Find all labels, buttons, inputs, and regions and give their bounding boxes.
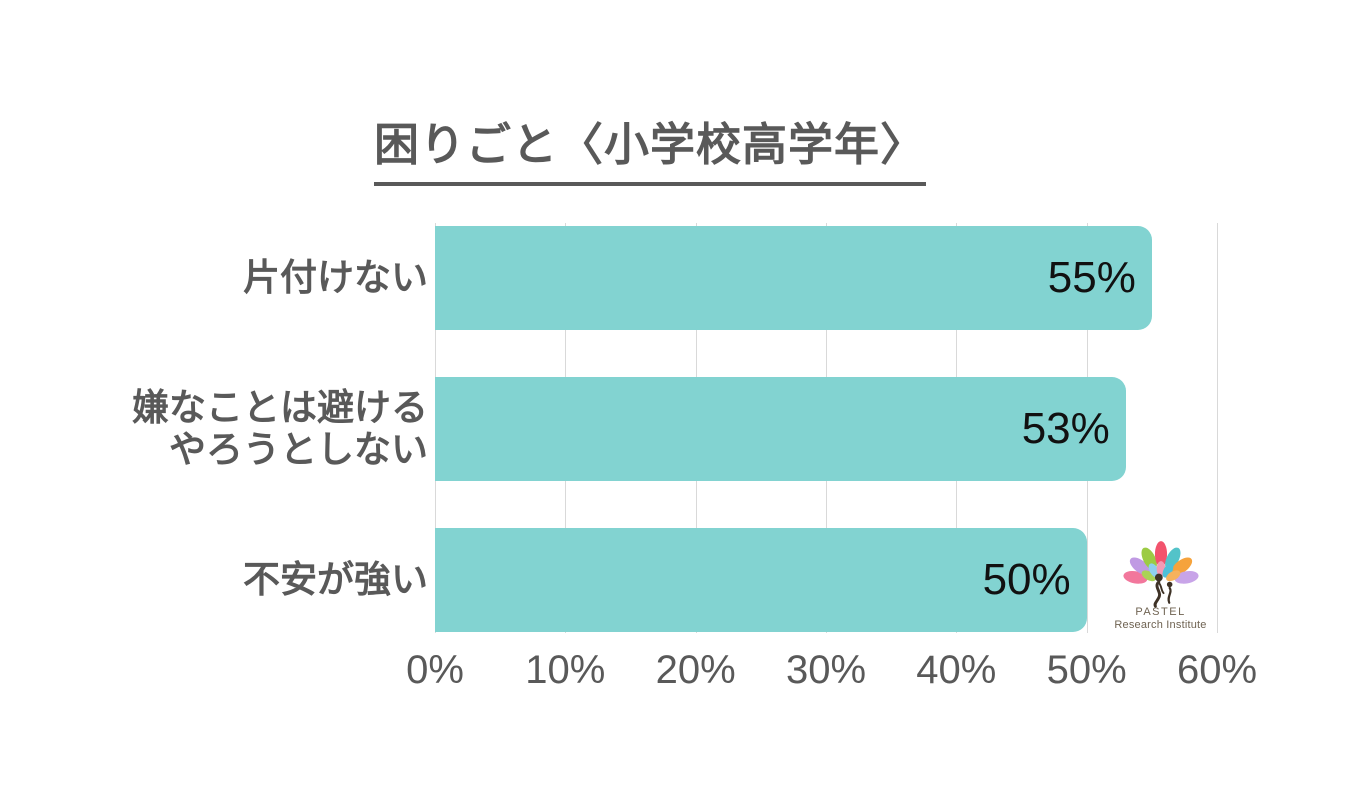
category-label-fuan: 不安が強い: [0, 559, 428, 601]
chart-title-wrap: 困りごと〈小学校高学年〉: [373, 108, 927, 186]
x-tick-label: 0%: [406, 648, 464, 692]
gridline-60pct: [1217, 223, 1218, 633]
x-tick-label: 30%: [785, 648, 867, 692]
chart-title: 困りごと〈小学校高学年〉: [373, 108, 927, 186]
value-label: 55%: [1047, 253, 1136, 302]
x-tick-label: 10%: [525, 648, 606, 692]
value-label: 53%: [1021, 404, 1110, 453]
logo-figure: [1153, 573, 1172, 608]
category-label-line: 嫌なことは避ける: [132, 387, 428, 428]
category-label-line: やろうとしない: [169, 428, 428, 470]
x-axis: 0% 10% 20% 30% 40% 50% 60%: [406, 648, 1257, 698]
bar-iyanakoto: 53%: [435, 377, 1126, 481]
category-label-katazukenai: 片付けない: [0, 257, 428, 299]
plot-area: 55% 53% 50%: [435, 223, 1218, 633]
pastel-logo: PASTEL Research Institute: [1103, 528, 1218, 632]
x-tick-label: 20%: [655, 648, 736, 692]
logo-text-pastel: PASTEL: [1135, 606, 1186, 618]
x-tick-label: 40%: [916, 648, 997, 692]
value-label: 50%: [982, 555, 1071, 604]
category-label-line: 不安が強い: [243, 559, 428, 600]
bar-fuan: 50%: [435, 528, 1087, 632]
category-label-iyanakoto: 嫌なことは避ける やろうとしない: [0, 387, 428, 471]
x-tick-label: 60%: [1176, 648, 1258, 692]
logo-text-research-institute: Research Institute: [1114, 619, 1207, 632]
bar-katazukenai: 55%: [435, 226, 1152, 330]
category-label-line: 片付けない: [243, 257, 428, 298]
logo-flower-icon: [1122, 541, 1199, 608]
x-tick-label: 50%: [1046, 648, 1127, 692]
